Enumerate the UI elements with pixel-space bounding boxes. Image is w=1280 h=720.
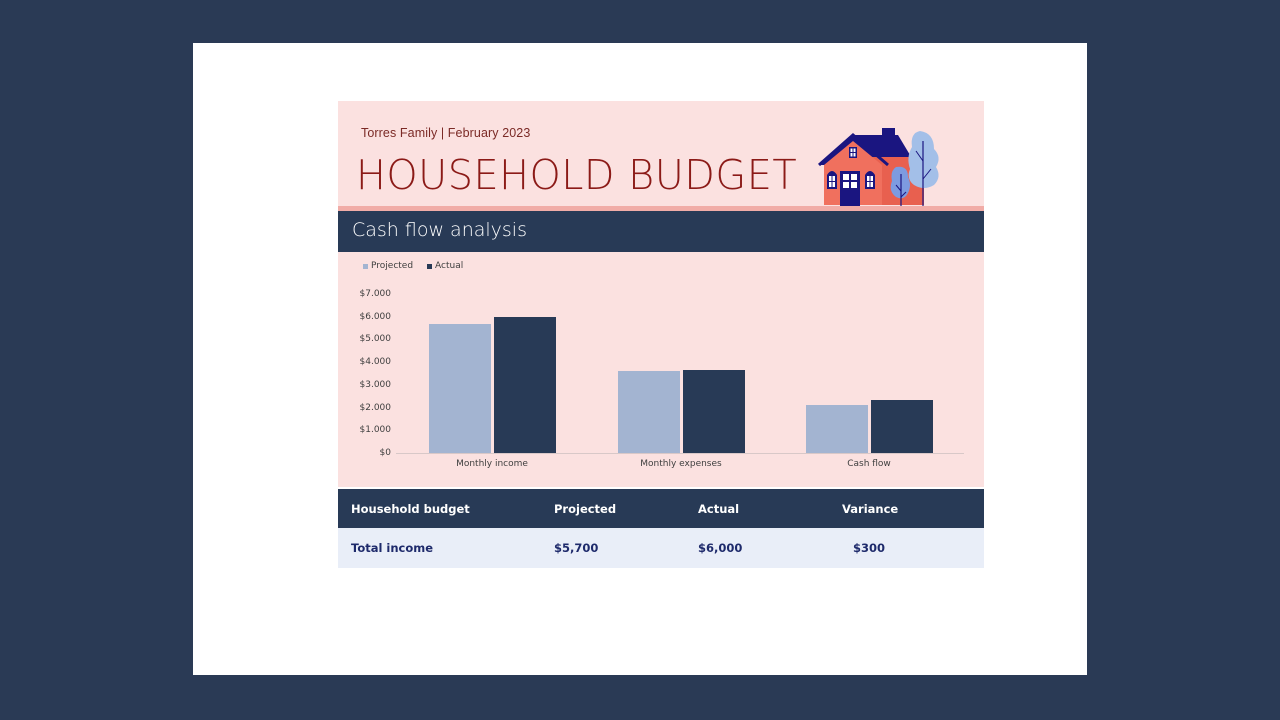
y-tick-7000: $7.000: [359, 289, 392, 299]
budget-table: Household budget Projected Actual Varian…: [338, 489, 984, 568]
y-tick-4000: $4.000: [359, 357, 392, 367]
bar-projected-monthly-income: [429, 323, 491, 453]
table-header-row: Household budget Projected Actual Varian…: [338, 489, 984, 528]
family-date-subtitle: Torres Family | February 2023: [361, 126, 531, 140]
y-tick-1000: $1.000: [359, 425, 392, 435]
legend-label-projected: Projected: [371, 261, 414, 271]
chart-legend: Projected Actual: [363, 261, 463, 271]
legend-item-actual: Actual: [427, 261, 463, 271]
x-label-monthly-expenses: Monthly expenses: [640, 459, 722, 469]
section-band: Cash flow analysis: [338, 211, 984, 252]
legend-item-projected: Projected: [363, 261, 413, 271]
slide: Torres Family | February 2023 HOUSEHOLD …: [193, 43, 1087, 675]
cell-projected: $5,700: [554, 541, 599, 555]
row-label-total-income: Total income: [351, 541, 434, 555]
page-title: HOUSEHOLD BUDGET: [356, 151, 798, 199]
cell-actual: $6,000: [698, 541, 743, 555]
header-variance: Variance: [842, 501, 899, 516]
bar-projected-cash-flow: [806, 405, 868, 453]
x-label-monthly-income: Monthly income: [456, 459, 528, 469]
legend-label-actual: Actual: [435, 261, 464, 271]
header: Torres Family | February 2023 HOUSEHOLD …: [338, 101, 984, 207]
accent-stripe: [338, 206, 984, 211]
section-title: Cash flow analysis: [352, 219, 527, 241]
bar-actual-monthly-expenses: [683, 370, 745, 453]
cash-flow-chart: Projected Actual $7.000 $6.000 $5.000 $4…: [338, 252, 984, 487]
x-label-cash-flow: Cash flow: [847, 459, 891, 469]
bar-projected-monthly-expenses: [618, 371, 680, 453]
x-axis-line: [396, 453, 964, 454]
budget-content: Torres Family | February 2023 HOUSEHOLD …: [338, 101, 984, 569]
house-illustration-icon: [818, 128, 939, 207]
y-tick-5000: $5.000: [359, 334, 392, 344]
y-tick-3000: $3.000: [359, 380, 392, 390]
bar-actual-monthly-income: [494, 316, 556, 453]
cell-variance: $300: [853, 541, 886, 555]
y-tick-0: $0: [379, 448, 391, 458]
y-tick-2000: $2.000: [359, 403, 392, 413]
header-household-budget: Household budget: [351, 501, 470, 516]
actual-swatch-icon: [427, 263, 433, 269]
projected-swatch-icon: [363, 263, 368, 269]
y-tick-6000: $6.000: [359, 312, 392, 322]
header-projected: Projected: [554, 501, 617, 516]
table-row: Total income $5,700 $6,000 $300: [338, 528, 984, 568]
header-actual: Actual: [698, 501, 740, 516]
bar-actual-cash-flow: [871, 399, 933, 453]
